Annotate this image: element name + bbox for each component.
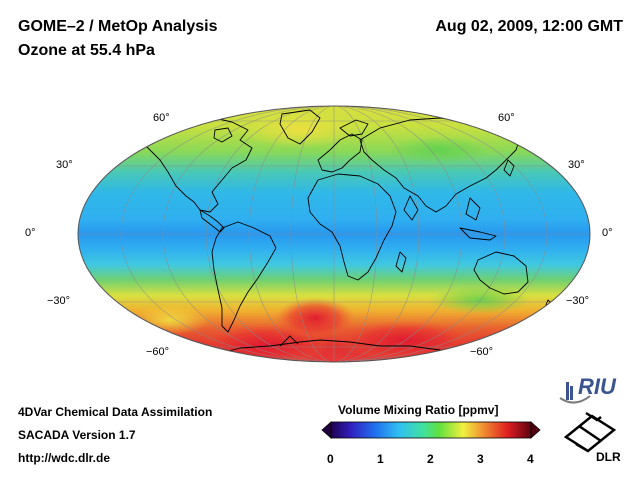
colorbar-tick-1: 1 [377, 452, 384, 466]
lat-label-30s-left: −30° [47, 295, 71, 307]
dlr-logo [563, 411, 617, 453]
website-link[interactable]: http://wdc.dlr.de [18, 451, 110, 465]
lat-label-30n-right: 30° [568, 159, 585, 171]
product-subtitle: Ozone at 55.4 hPa [18, 42, 155, 59]
colorbar-tick-0: 0 [327, 452, 334, 466]
colorbar-tick-2: 2 [427, 452, 434, 466]
lat-label-60s-right: −60° [470, 346, 494, 358]
lat-label-30s-right: −30° [566, 295, 590, 307]
ozone-field-patch [130, 305, 210, 335]
colorbar-gradient [330, 421, 532, 439]
ozone-field-patch [390, 136, 490, 164]
version-label: SACADA Version 1.7 [18, 428, 136, 442]
colorbar-high-arrow [530, 421, 541, 439]
method-label: 4DVar Chemical Data Assimilation [18, 405, 213, 419]
ozone-field-patch [430, 286, 530, 314]
riu-logo [559, 382, 591, 404]
colorbar [321, 421, 541, 439]
product-title: GOME–2 / MetOp Analysis [18, 18, 218, 35]
lat-label-60n-left: 60° [153, 112, 170, 124]
colorbar-low-arrow [321, 421, 332, 439]
ozone-maximum-region [275, 298, 355, 338]
lat-label-30n-left: 30° [56, 159, 73, 171]
lat-label-0-left: 0° [25, 227, 36, 239]
lat-label-60s-left: −60° [146, 346, 170, 358]
colorbar-tick-3: 3 [477, 452, 484, 466]
coastlines [139, 109, 555, 357]
colorbar-tick-4: 4 [527, 452, 534, 466]
dlr-logo-text: DLR [596, 450, 621, 464]
colorbar-title: Volume Mixing Ratio [ppmv] [338, 403, 499, 417]
lat-label-60n-right: 60° [498, 112, 515, 124]
riu-logo-text: RIU [578, 374, 616, 399]
lat-label-0-right: 0° [602, 227, 613, 239]
map-outline [77, 105, 591, 363]
timestamp: Aug 02, 2009, 12:00 GMT [435, 18, 623, 35]
